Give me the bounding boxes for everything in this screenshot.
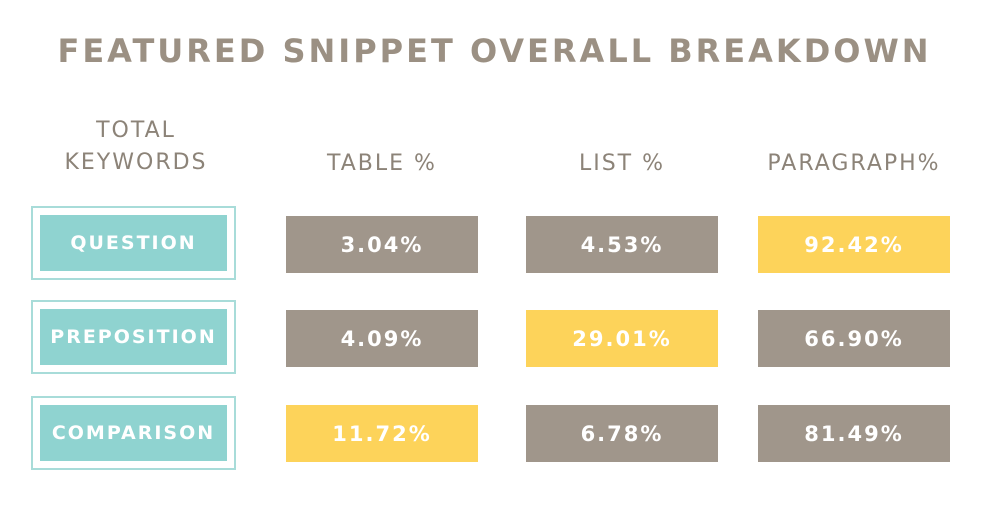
column-header: LIST % [578, 151, 666, 176]
row-label: QUESTION [40, 215, 227, 271]
row-label: PREPOSITION [40, 309, 227, 365]
title: FEATURED SNIPPET OVERALL BREAKDOWN [57, 32, 932, 70]
column-header: TABLE % [327, 151, 437, 176]
row-label-frame: COMPARISON [31, 396, 236, 470]
cell: 3.04% [286, 216, 478, 273]
cell: 66.90% [758, 310, 950, 367]
cell: 11.72% [286, 405, 478, 462]
row-label: COMPARISON [40, 405, 227, 461]
column-header: PARAGRAPH% [767, 151, 941, 176]
row-label-frame: QUESTION [31, 206, 236, 280]
row-label-frame: PREPOSITION [31, 300, 236, 374]
cell: 29.01% [526, 310, 718, 367]
cell: 4.09% [286, 310, 478, 367]
cell: 92.42% [758, 216, 950, 273]
cell: 6.78% [526, 405, 718, 462]
cell: 81.49% [758, 405, 950, 462]
column-header: TOTAL KEYWORDS [64, 118, 208, 175]
cell: 4.53% [526, 216, 718, 273]
